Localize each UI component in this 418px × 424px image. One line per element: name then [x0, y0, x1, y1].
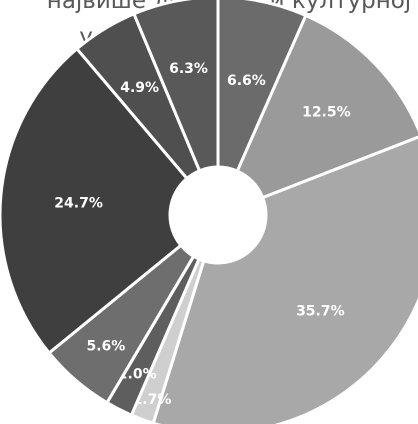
slice-label: 35.7% [296, 304, 345, 320]
slice-label: 4.9% [120, 80, 159, 96]
slice-label: 24.7% [54, 195, 103, 211]
donut-slice [151, 135, 418, 424]
slice-label: 12.5% [302, 104, 351, 120]
slice-label: 6.6% [227, 73, 266, 89]
slice-label: 1.7% [133, 392, 172, 408]
donut-slice [131, 0, 220, 173]
donut-slice [235, 13, 418, 200]
slice-label: 6.3% [169, 61, 208, 77]
slice-label: 5.6% [86, 338, 125, 354]
